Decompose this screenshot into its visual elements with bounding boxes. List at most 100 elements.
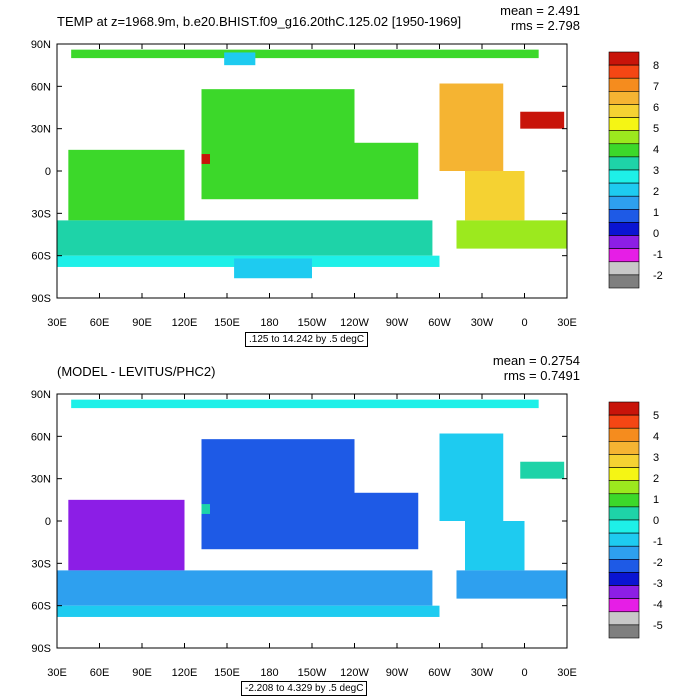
colorbar-label: 6: [653, 102, 659, 114]
ocean-region-south-atlantic-south: [456, 220, 567, 249]
colorbar-label: -2: [653, 557, 663, 569]
x-tick-label: 90E: [132, 317, 152, 329]
ocean-region-antarctic-shelf: [57, 605, 440, 617]
colorbar-label: 1: [653, 207, 659, 219]
ocean-region-red-sea: [201, 154, 210, 164]
colorbar-bin: [608, 222, 640, 236]
colorbar-bin: [608, 169, 640, 184]
top-panel: TEMP at z=1968.9m, b.e20.BHIST.f09_g16.2…: [31, 3, 663, 329]
y-tick-label: 90S: [31, 643, 51, 655]
colorbar-bin: [608, 195, 640, 210]
y-tick-label: 0: [45, 166, 51, 178]
colorbar-label: -2: [653, 270, 663, 282]
x-tick-label: 90E: [132, 667, 152, 679]
y-tick-label: 90S: [31, 293, 51, 305]
chart-title: (MODEL - LEVITUS/PHC2): [57, 364, 215, 379]
ocean-region-arctic-basin: [224, 52, 256, 66]
colorbar-bin: [608, 441, 640, 455]
colorbar-label: 3: [653, 165, 659, 177]
x-tick-label: 150W: [298, 317, 327, 329]
colorbar-label: 8: [653, 60, 659, 72]
x-tick-label: 120W: [340, 317, 369, 329]
colorbar-bin: [608, 545, 640, 560]
chart-title: TEMP at z=1968.9m, b.e20.BHIST.f09_g16.2…: [57, 14, 461, 29]
x-tick-label: 150E: [214, 317, 240, 329]
x-tick-label: 30E: [47, 667, 67, 679]
colorbar-bin: [608, 480, 640, 495]
x-tick-label: 90W: [386, 667, 409, 679]
bottom-contour-info: -2.208 to 4.329 by .5 degC: [241, 681, 368, 696]
x-tick-label: 180: [260, 317, 278, 329]
y-tick-label: 30N: [31, 474, 51, 486]
colorbar-label: -3: [653, 578, 663, 590]
y-tick-label: 30S: [31, 208, 51, 220]
ocean-region-southern-ocean: [57, 220, 433, 256]
ocean-region-arctic: [71, 49, 539, 59]
colorbar-label: 3: [653, 452, 659, 464]
mean-label: mean = 0.2754: [493, 353, 580, 368]
colorbar-bin: [608, 506, 640, 521]
rms-label: rms = 2.798: [511, 18, 580, 33]
colorbar-label: 0: [653, 228, 659, 240]
x-tick-label: 60W: [428, 667, 451, 679]
colorbar-label: 2: [653, 186, 659, 198]
y-tick-label: 0: [45, 516, 51, 528]
colorbar-label: -1: [653, 536, 663, 548]
ocean-region-red-sea: [201, 504, 210, 514]
colorbar-label: 5: [653, 123, 659, 135]
colorbar-bin: [608, 454, 640, 468]
x-tick-label: 60E: [90, 667, 110, 679]
ocean-region-north-atlantic: [439, 83, 504, 171]
colorbar-bin: [608, 467, 640, 481]
colorbar-label: -5: [653, 620, 663, 632]
colorbar-bin: [608, 261, 640, 276]
x-tick-label: 120E: [172, 667, 198, 679]
x-tick-label: 30E: [557, 667, 577, 679]
ocean-region-indian-ocean: [68, 149, 185, 221]
colorbar-bin: [608, 156, 640, 171]
mean-label: mean = 2.491: [500, 3, 580, 18]
colorbar-bin: [608, 51, 640, 66]
colorbar-label: -4: [653, 599, 663, 611]
ocean-region-east-pacific: [354, 492, 419, 550]
colorbar-bin: [608, 143, 640, 158]
ocean-region-north-pacific: [201, 439, 355, 550]
x-tick-label: 90W: [386, 317, 409, 329]
colorbar-bin: [608, 598, 640, 613]
colorbar-bin: [608, 182, 640, 197]
ocean-region-south-atlantic: [465, 171, 525, 221]
x-tick-label: 0: [521, 317, 527, 329]
y-tick-label: 60S: [31, 251, 51, 263]
x-tick-label: 0: [521, 667, 527, 679]
colorbar-bin: [608, 274, 640, 289]
colorbar-label: 1: [653, 494, 659, 506]
ocean-region-ross-sea: [234, 258, 312, 279]
colorbar-bin: [608, 559, 640, 573]
colorbar-bin: [608, 104, 640, 118]
colorbar-bin: [608, 209, 640, 223]
colorbar-bin: [608, 611, 640, 626]
x-tick-label: 150E: [214, 667, 240, 679]
y-tick-label: 90N: [31, 389, 51, 401]
colorbar-bin: [608, 427, 640, 442]
x-tick-label: 60W: [428, 317, 451, 329]
ocean-region-north-atlantic: [439, 433, 504, 521]
ocean-region-mediterranean: [520, 461, 565, 479]
rms-label: rms = 0.7491: [504, 368, 580, 383]
y-tick-label: 30S: [31, 558, 51, 570]
colorbar-label: 4: [653, 144, 659, 156]
colorbar-bin: [608, 414, 640, 429]
ocean-region-mediterranean: [520, 111, 565, 129]
ocean-region-north-pacific: [201, 89, 355, 200]
colorbar-bin: [608, 401, 640, 416]
colorbar-bin: [608, 130, 640, 145]
colorbar-bin: [608, 532, 640, 547]
x-tick-label: 180: [260, 667, 278, 679]
y-tick-label: 60N: [31, 81, 51, 93]
ocean-region-indian-ocean: [68, 499, 185, 571]
colorbar-bin: [608, 624, 640, 639]
colorbar-label: 7: [653, 81, 659, 93]
ocean-region-arctic: [71, 399, 539, 409]
y-tick-label: 60N: [31, 431, 51, 443]
